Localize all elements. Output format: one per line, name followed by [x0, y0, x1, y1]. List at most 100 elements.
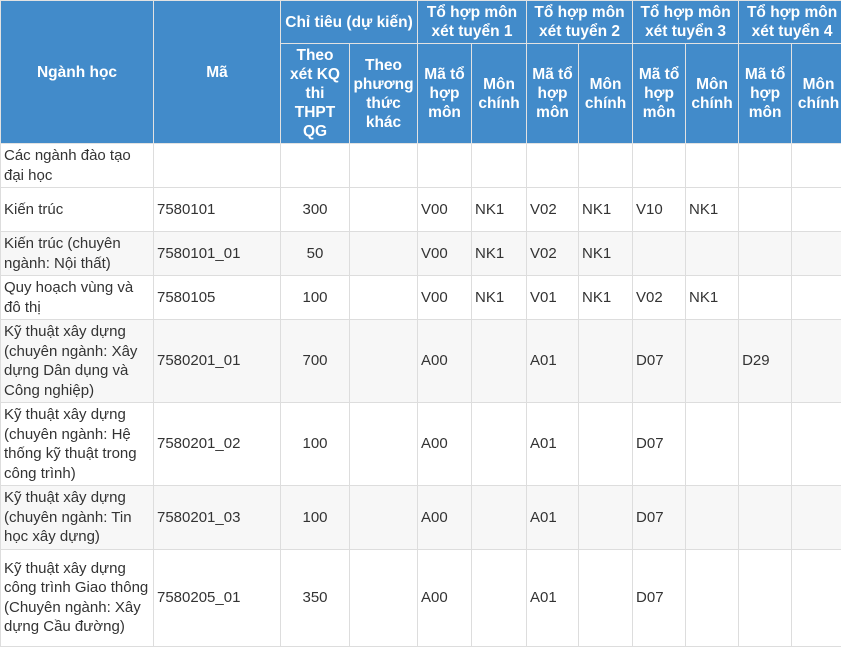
cell-ma-to-hop: V00 [418, 276, 472, 320]
cell-nganh-hoc: Kiến trúc (chuyên ngành: Nội thất) [1, 232, 154, 276]
cell-mon-chinh [792, 232, 841, 276]
cell-ma-to-hop [418, 144, 472, 188]
cell-mon-chinh [472, 403, 527, 486]
cell-ma-to-hop [739, 232, 792, 276]
cell-ma-to-hop: A00 [418, 486, 472, 550]
cell-ma: 7580201_01 [154, 320, 281, 403]
header-to-hop-4: Tổ hợp môn xét tuyển 4 [739, 1, 841, 44]
cell-ma [154, 144, 281, 188]
table-row: Kỹ thuật xây dựng (chuyên ngành: Tin học… [1, 486, 841, 550]
cell-ma-to-hop: D07 [633, 486, 686, 550]
cell-nganh-hoc: Kỹ thuật xây dựng (chuyên ngành: Tin học… [1, 486, 154, 550]
cell-ma-to-hop [739, 403, 792, 486]
cell-chi-tieu-khac [350, 403, 418, 486]
cell-chi-tieu-thpt: 100 [281, 276, 350, 320]
cell-ma-to-hop: D07 [633, 403, 686, 486]
cell-chi-tieu-thpt: 100 [281, 403, 350, 486]
cell-mon-chinh [472, 549, 527, 646]
cell-mon-chinh [686, 144, 739, 188]
header-ma-to-hop: Mã tổ hợp môn [418, 44, 472, 144]
cell-mon-chinh [792, 549, 841, 646]
cell-chi-tieu-khac [350, 549, 418, 646]
cell-chi-tieu-thpt: 700 [281, 320, 350, 403]
cell-ma: 7580205_01 [154, 549, 281, 646]
cell-mon-chinh: NK1 [472, 276, 527, 320]
cell-ma-to-hop: D29 [739, 320, 792, 403]
cell-mon-chinh [792, 403, 841, 486]
header-mon-chinh: Môn chính [686, 44, 739, 144]
cell-chi-tieu-khac [350, 320, 418, 403]
cell-ma-to-hop: A00 [418, 549, 472, 646]
cell-ma: 7580101 [154, 188, 281, 232]
cell-ma-to-hop: A01 [527, 403, 579, 486]
cell-ma-to-hop: V02 [527, 188, 579, 232]
cell-mon-chinh [579, 144, 633, 188]
cell-ma-to-hop: V02 [527, 232, 579, 276]
cell-mon-chinh [792, 144, 841, 188]
table-row: Kỹ thuật xây dựng (chuyên ngành: Hệ thốn… [1, 403, 841, 486]
cell-chi-tieu-khac [350, 188, 418, 232]
cell-mon-chinh [792, 320, 841, 403]
header-ma-to-hop: Mã tổ hợp môn [633, 44, 686, 144]
cell-nganh-hoc: Kỹ thuật xây dựng công trình Giao thông … [1, 549, 154, 646]
cell-mon-chinh [472, 144, 527, 188]
cell-mon-chinh: NK1 [686, 188, 739, 232]
table-row: Các ngành đào tạo đại học [1, 144, 841, 188]
header-mon-chinh: Môn chính [792, 44, 841, 144]
cell-mon-chinh [472, 486, 527, 550]
header-theo-thpt: Theo xét KQ thi THPT QG [281, 44, 350, 144]
cell-mon-chinh [792, 188, 841, 232]
cell-chi-tieu-khac [350, 232, 418, 276]
cell-ma: 7580105 [154, 276, 281, 320]
cell-ma-to-hop [739, 549, 792, 646]
header-mon-chinh: Môn chính [472, 44, 527, 144]
cell-ma: 7580201_03 [154, 486, 281, 550]
cell-mon-chinh: NK1 [686, 276, 739, 320]
cell-chi-tieu-khac [350, 486, 418, 550]
table-row: Kiến trúc (chuyên ngành: Nội thất)758010… [1, 232, 841, 276]
cell-ma-to-hop [739, 144, 792, 188]
header-theo-khac: Theo phương thức khác [350, 44, 418, 144]
cell-ma-to-hop: V00 [418, 188, 472, 232]
cell-ma-to-hop [739, 188, 792, 232]
cell-mon-chinh: NK1 [579, 232, 633, 276]
cell-ma: 7580201_02 [154, 403, 281, 486]
cell-chi-tieu-thpt: 300 [281, 188, 350, 232]
header-to-hop-3: Tổ hợp môn xét tuyển 3 [633, 1, 739, 44]
cell-ma-to-hop: V00 [418, 232, 472, 276]
cell-mon-chinh [792, 486, 841, 550]
cell-ma-to-hop: V10 [633, 188, 686, 232]
cell-mon-chinh [579, 486, 633, 550]
cell-ma-to-hop: A01 [527, 486, 579, 550]
cell-chi-tieu-thpt: 50 [281, 232, 350, 276]
header-mon-chinh: Môn chính [579, 44, 633, 144]
cell-ma-to-hop: A00 [418, 320, 472, 403]
cell-mon-chinh [686, 320, 739, 403]
cell-mon-chinh: NK1 [472, 188, 527, 232]
cell-ma-to-hop [633, 144, 686, 188]
cell-mon-chinh [686, 232, 739, 276]
cell-ma-to-hop: A00 [418, 403, 472, 486]
table-row: Kỹ thuật xây dựng (chuyên ngành: Xây dựn… [1, 320, 841, 403]
cell-nganh-hoc: Kiến trúc [1, 188, 154, 232]
cell-nganh-hoc: Quy hoạch vùng và đô thị [1, 276, 154, 320]
cell-ma-to-hop [527, 144, 579, 188]
header-to-hop-2: Tổ hợp môn xét tuyển 2 [527, 1, 633, 44]
header-nganh-hoc: Ngành học [1, 1, 154, 144]
cell-chi-tieu-thpt: 100 [281, 486, 350, 550]
cell-chi-tieu-khac [350, 276, 418, 320]
cell-mon-chinh [472, 320, 527, 403]
cell-mon-chinh [579, 403, 633, 486]
cell-chi-tieu-thpt: 350 [281, 549, 350, 646]
cell-chi-tieu-khac [350, 144, 418, 188]
cell-ma-to-hop: D07 [633, 549, 686, 646]
header-ma-to-hop: Mã tổ hợp môn [739, 44, 792, 144]
cell-ma-to-hop [739, 276, 792, 320]
cell-nganh-hoc: Kỹ thuật xây dựng (chuyên ngành: Hệ thốn… [1, 403, 154, 486]
cell-ma: 7580101_01 [154, 232, 281, 276]
cell-ma-to-hop: A01 [527, 549, 579, 646]
table-row: Kỹ thuật xây dựng công trình Giao thông … [1, 549, 841, 646]
